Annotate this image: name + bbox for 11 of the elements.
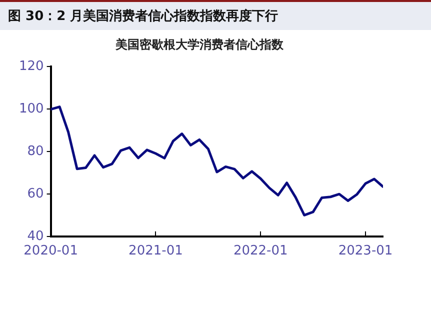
y-tick-label: 80 bbox=[27, 144, 44, 159]
y-tick-label: 60 bbox=[27, 186, 44, 202]
chart-title: 图 30：2 月美国消费者信心指数指数再度下行 bbox=[0, 0, 431, 30]
y-tick-label: 120 bbox=[18, 58, 44, 74]
y-tick-label: 100 bbox=[18, 101, 44, 116]
x-tick-label: 2021-01 bbox=[128, 244, 183, 259]
x-tick-label: 2023-01 bbox=[338, 244, 393, 259]
y-tick-label: 40 bbox=[27, 228, 44, 244]
x-tick-label: 2022-01 bbox=[233, 244, 288, 259]
chart-subtitle: 美国密歇根大学消费者信心指数 bbox=[114, 37, 284, 52]
x-tick-label: 2020-01 bbox=[24, 244, 78, 259]
